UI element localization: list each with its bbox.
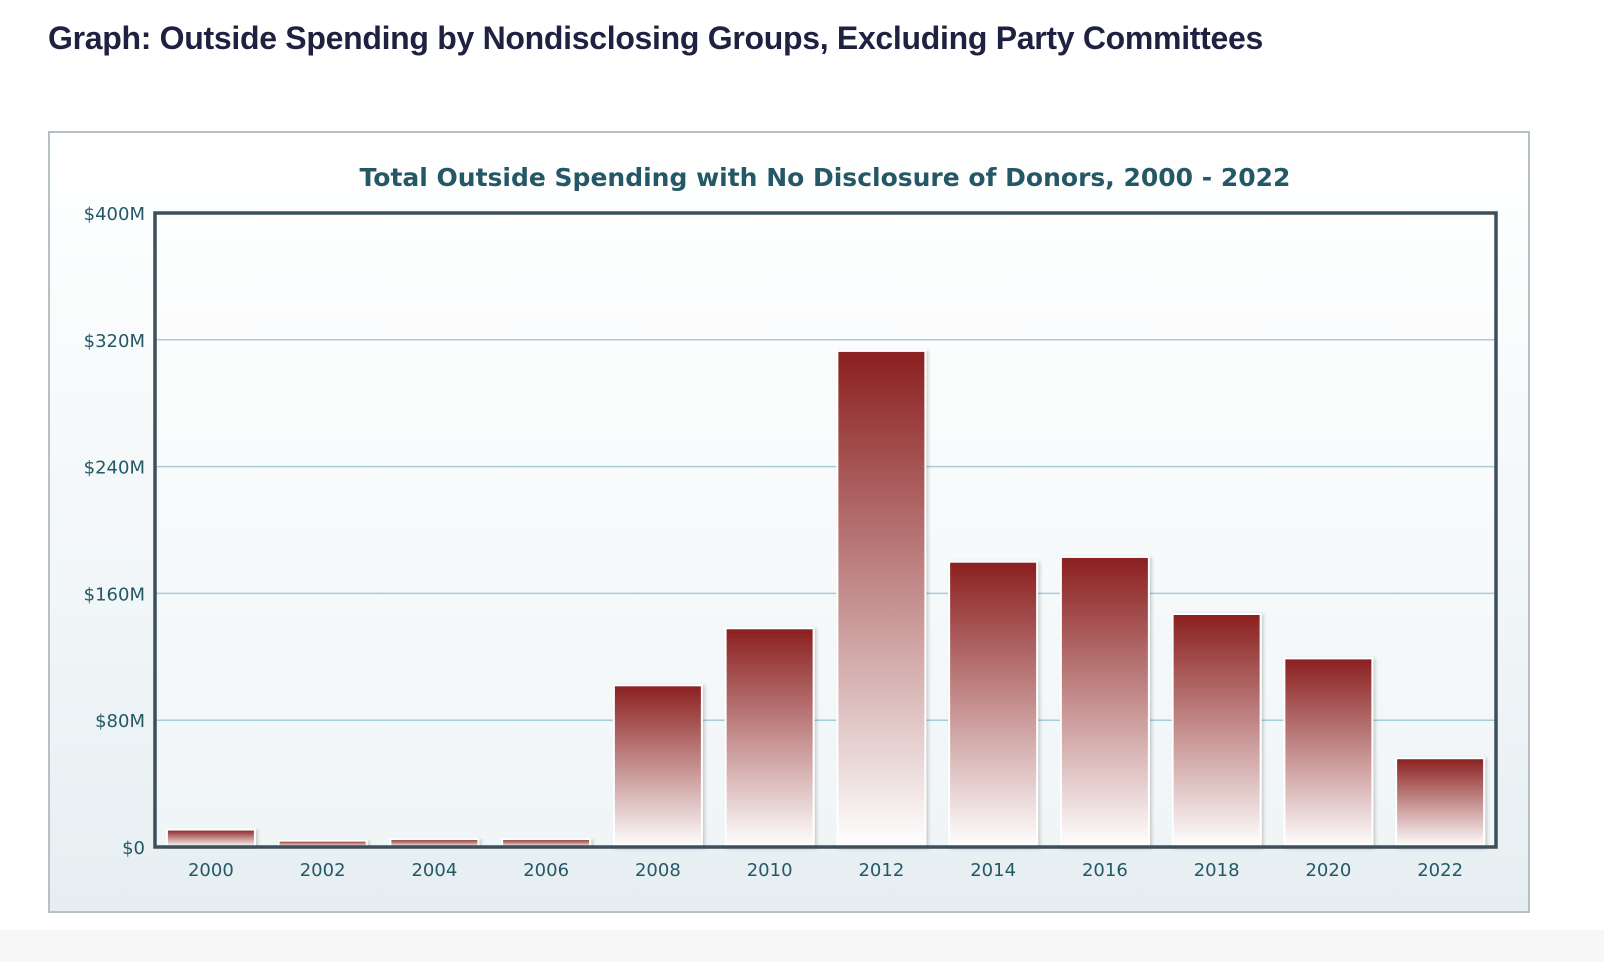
plot-frame — [153, 211, 1498, 849]
page-title: Graph: Outside Spending by Nondisclosing… — [48, 20, 1263, 56]
x-tick-label: 2008 — [635, 860, 681, 881]
bar-2022[interactable] — [1395, 757, 1486, 848]
plot-area — [155, 213, 1496, 847]
bar-2014[interactable] — [948, 560, 1039, 848]
x-tick-label: 2000 — [188, 860, 234, 881]
y-tick-label: $160M — [84, 584, 145, 605]
x-tick-label: 2016 — [1082, 860, 1128, 881]
x-tick-label: 2022 — [1417, 860, 1463, 881]
x-tick-label: 2002 — [300, 860, 346, 881]
y-tick-label: $0 — [122, 838, 145, 859]
y-tick-label: $80M — [95, 711, 145, 732]
y-tick-label: $240M — [84, 458, 145, 479]
x-tick-label: 2006 — [523, 860, 569, 881]
chart-title: Total Outside Spending with No Disclosur… — [360, 163, 1291, 192]
y-tick-label: $320M — [84, 331, 145, 352]
x-tick-label: 2014 — [970, 860, 1016, 881]
y-tick-label: $400M — [84, 204, 145, 225]
bar-2016[interactable] — [1059, 555, 1150, 848]
bar-2010[interactable] — [724, 627, 815, 849]
bar-2000[interactable] — [165, 828, 256, 849]
bar-2012[interactable] — [836, 349, 927, 848]
x-tick-label: 2018 — [1194, 860, 1240, 881]
x-tick-label: 2010 — [747, 860, 793, 881]
page-footer-strip — [0, 930, 1604, 962]
bar-2020[interactable] — [1283, 657, 1374, 849]
x-tick-label: 2020 — [1305, 860, 1351, 881]
bar-2018[interactable] — [1171, 613, 1262, 848]
x-tick-label: 2004 — [411, 860, 457, 881]
bar-2008[interactable] — [612, 684, 703, 849]
x-tick-label: 2012 — [858, 860, 904, 881]
